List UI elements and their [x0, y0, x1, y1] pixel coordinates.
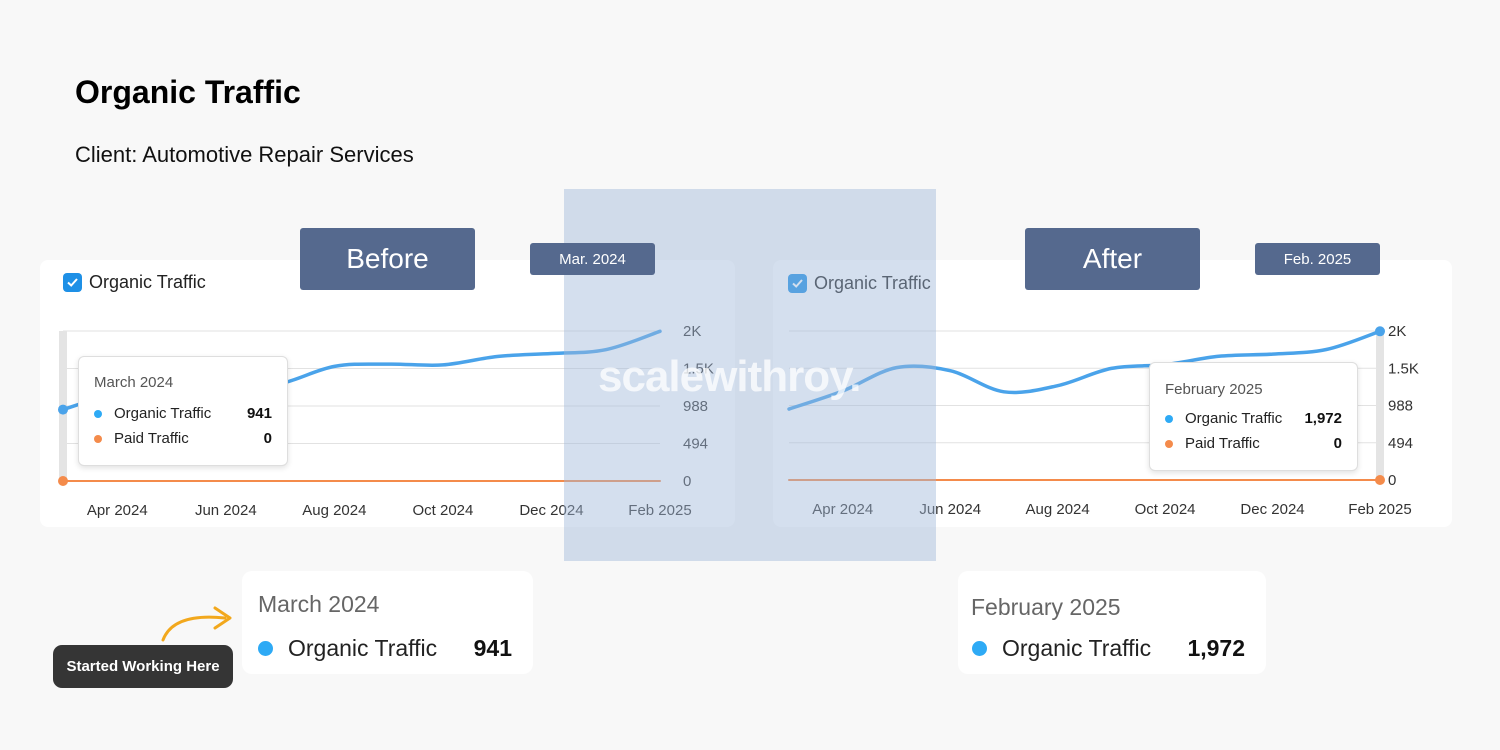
paid-dot-icon: [94, 434, 102, 443]
x-tick-label: Jun 2024: [919, 501, 981, 518]
y-tick-label: 0: [1388, 472, 1396, 489]
page-title: Organic Traffic: [75, 74, 301, 110]
page-subtitle: Client: Automotive Repair Services: [75, 142, 414, 167]
tooltip-row-paid: Paid Traffic: [1165, 435, 1260, 452]
highlight-row: Organic Traffic: [258, 635, 437, 662]
watermark: scalewithroy.: [598, 352, 862, 401]
organic-dot-icon: [258, 641, 273, 656]
organic-dot-icon: [94, 409, 102, 418]
x-tick-label: Dec 2024: [1240, 501, 1304, 518]
before-legend[interactable]: Organic Traffic: [63, 272, 206, 293]
arrow-icon: [161, 606, 232, 642]
highlight-row: Organic Traffic: [972, 635, 1151, 662]
checkbox-icon[interactable]: [788, 274, 807, 293]
highlight-label: Organic Traffic: [288, 635, 438, 661]
y-tick-label: 988: [683, 398, 708, 415]
tooltip-row-value: 941: [246, 405, 272, 422]
before-line-chart: 0 494 988 1.5K 2K Apr 2024 Jun 2024 Aug 2024 Oct…: [58, 323, 714, 519]
hover-band: [1376, 331, 1384, 480]
highlight-point-organic: [58, 404, 68, 415]
highlight-point-paid: [58, 476, 68, 486]
y-tick-label: 2K: [1388, 323, 1406, 340]
x-tick-label: Oct 2024: [1135, 501, 1196, 518]
after-tooltip: February 2025 Organic Traffic 1,972 Paid…: [1149, 362, 1358, 471]
before-tooltip: March 2024 Organic Traffic 941 Paid Traf…: [78, 356, 288, 466]
highlight-title: February 2025: [971, 594, 1121, 620]
highlight-label: Organic Traffic: [1002, 635, 1152, 661]
tooltip-title: February 2025: [1165, 381, 1263, 398]
before-legend-label: Organic Traffic: [89, 272, 206, 292]
after-chart-card: Organic Traffic 0 494 988 1.5K 2K Apr 2024 Jun…: [773, 260, 1452, 527]
tooltip-row-organic: Organic Traffic: [94, 405, 211, 422]
highlight-value: 941: [473, 635, 512, 661]
x-tick-label: Jun 2024: [195, 502, 257, 519]
tooltip-row-label: Paid Traffic: [114, 430, 189, 447]
tooltip-row-paid: Paid Traffic: [94, 430, 189, 447]
y-tick-label: 0: [683, 473, 691, 490]
y-tick-label: 2K: [683, 323, 701, 340]
before-banner: Before: [300, 228, 475, 290]
after-legend[interactable]: Organic Traffic: [788, 273, 931, 294]
x-tick-label: Feb 2025: [628, 502, 691, 519]
organic-dot-icon: [972, 641, 987, 656]
tooltip-row-label: Organic Traffic: [114, 405, 212, 422]
checkbox-icon[interactable]: [63, 273, 82, 292]
highlight-value: 1,972: [1187, 635, 1245, 661]
tooltip-row-value: 1,972: [1304, 410, 1342, 427]
x-tick-label: Aug 2024: [302, 502, 366, 519]
tooltip-row-value: 0: [263, 430, 272, 447]
x-tick-label: Apr 2024: [812, 501, 873, 518]
x-tick-label: Dec 2024: [519, 502, 583, 519]
after-date-badge: Feb. 2025: [1255, 243, 1380, 275]
y-tick-label: 494: [1388, 435, 1413, 452]
before-highlight-card: March 2024 Organic Traffic 941: [242, 571, 533, 674]
after-legend-label: Organic Traffic: [814, 273, 931, 293]
x-tick-label: Oct 2024: [412, 502, 473, 519]
before-date-badge: Mar. 2024: [530, 243, 655, 275]
organic-dot-icon: [1165, 414, 1173, 423]
tooltip-row-value: 0: [1333, 435, 1342, 452]
tooltip-title: March 2024: [94, 374, 174, 391]
y-tick-label: 1.5K: [1388, 360, 1419, 377]
series-line-organic: [787, 329, 1382, 411]
tooltip-row-label: Organic Traffic: [1185, 410, 1283, 427]
after-highlight-card: February 2025 Organic Traffic 1,972: [958, 571, 1266, 674]
after-banner: After: [1025, 228, 1200, 290]
started-working-label: Started Working Here: [53, 645, 233, 688]
tooltip-row-organic: Organic Traffic: [1165, 410, 1282, 427]
before-chart-card: Organic Traffic 0 494 988 1.5K 2K Apr 2024 Jun…: [40, 260, 735, 527]
tooltip-row-label: Paid Traffic: [1185, 435, 1260, 452]
highlight-point-organic: [1375, 326, 1385, 337]
y-tick-label: 494: [683, 436, 708, 453]
x-tick-label: Aug 2024: [1026, 501, 1090, 518]
highlight-point-paid: [1375, 475, 1385, 485]
y-tick-label: 1.5K: [683, 361, 714, 378]
y-tick-label: 988: [1388, 398, 1413, 415]
x-tick-label: Feb 2025: [1348, 501, 1411, 518]
paid-dot-icon: [1165, 439, 1173, 448]
x-tick-label: Apr 2024: [87, 502, 148, 519]
highlight-title: March 2024: [258, 591, 380, 617]
